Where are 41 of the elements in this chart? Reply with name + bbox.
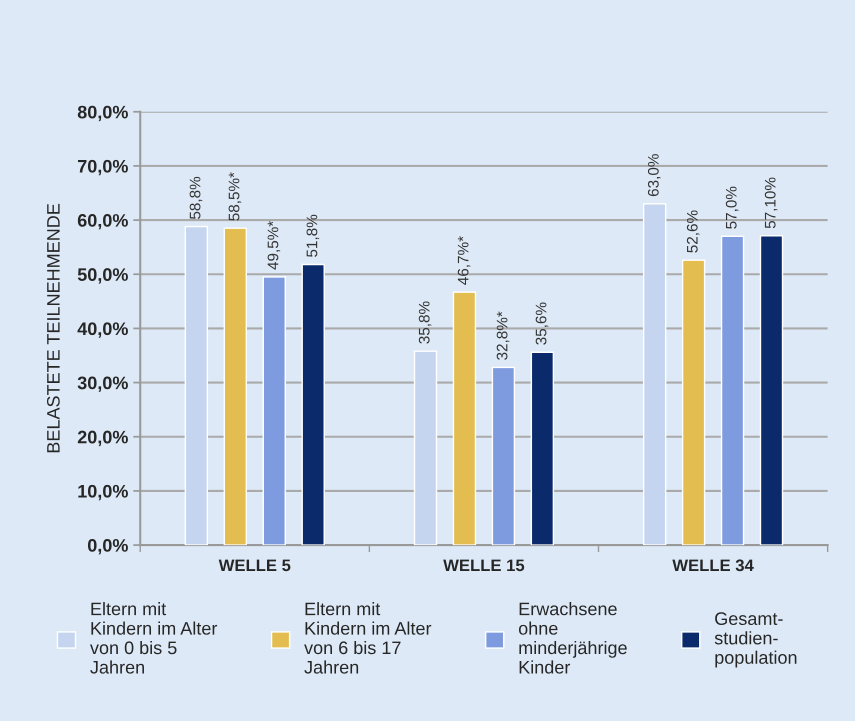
bar	[224, 228, 248, 546]
bar	[682, 259, 706, 546]
x-tick-label: WELLE 5	[218, 560, 290, 572]
y-tick-label: 10,0%	[78, 484, 128, 500]
bar	[262, 276, 286, 546]
data-label: 35,8%	[418, 301, 432, 344]
legend-label: Erwachsene ohne minderjährige Kinder	[518, 602, 627, 674]
data-label: 49,5%*	[268, 220, 280, 270]
data-label: 32,8%*	[496, 311, 510, 360]
data-label: 52,6%	[686, 210, 700, 253]
y-tick-label: 40,0%	[77, 322, 128, 338]
y-tick-label: 80,0%	[78, 106, 128, 122]
bar	[452, 291, 476, 546]
y-tick-label: 0,0%	[88, 539, 128, 554]
data-label: 51,8%	[306, 214, 320, 257]
data-label: 46,7%*	[458, 236, 470, 285]
bar	[492, 366, 516, 546]
y-tick-label: 70,0%	[78, 160, 128, 176]
bar	[642, 203, 666, 546]
data-label: 35,6%	[536, 302, 548, 345]
legend-label: Gesamt- studien- population	[714, 612, 796, 668]
data-label: 63,0%	[648, 154, 661, 196]
bar	[720, 236, 744, 546]
bar	[302, 264, 325, 546]
legend-label: Eltern mit Kindern im Alter von 6 bis 17 Jahren	[304, 602, 432, 674]
y-tick-label: 20,0%	[78, 430, 128, 446]
x-tick-label: WELLE 15	[443, 560, 524, 572]
bar	[530, 352, 554, 546]
data-label: 57,10%	[764, 178, 778, 228]
y-tick-label: 60,0%	[78, 214, 128, 230]
y-tick-label: 50,0%	[78, 268, 128, 284]
data-label: 58,8%	[190, 176, 202, 220]
legend-label: Eltern mit Kindern im Alter von 0 bis 5 Jahren	[90, 602, 218, 674]
x-tick-label: WELLE 34	[672, 559, 754, 572]
y-tick-label: 30,0%	[78, 376, 128, 392]
data-label: 58,5%*	[228, 172, 242, 221]
data-label: 57,0%	[726, 186, 738, 229]
bar	[184, 226, 208, 546]
bar	[414, 350, 438, 546]
bar	[760, 235, 784, 546]
y-axis-title: BELASTETE TEILNEHMENDE	[46, 204, 60, 452]
